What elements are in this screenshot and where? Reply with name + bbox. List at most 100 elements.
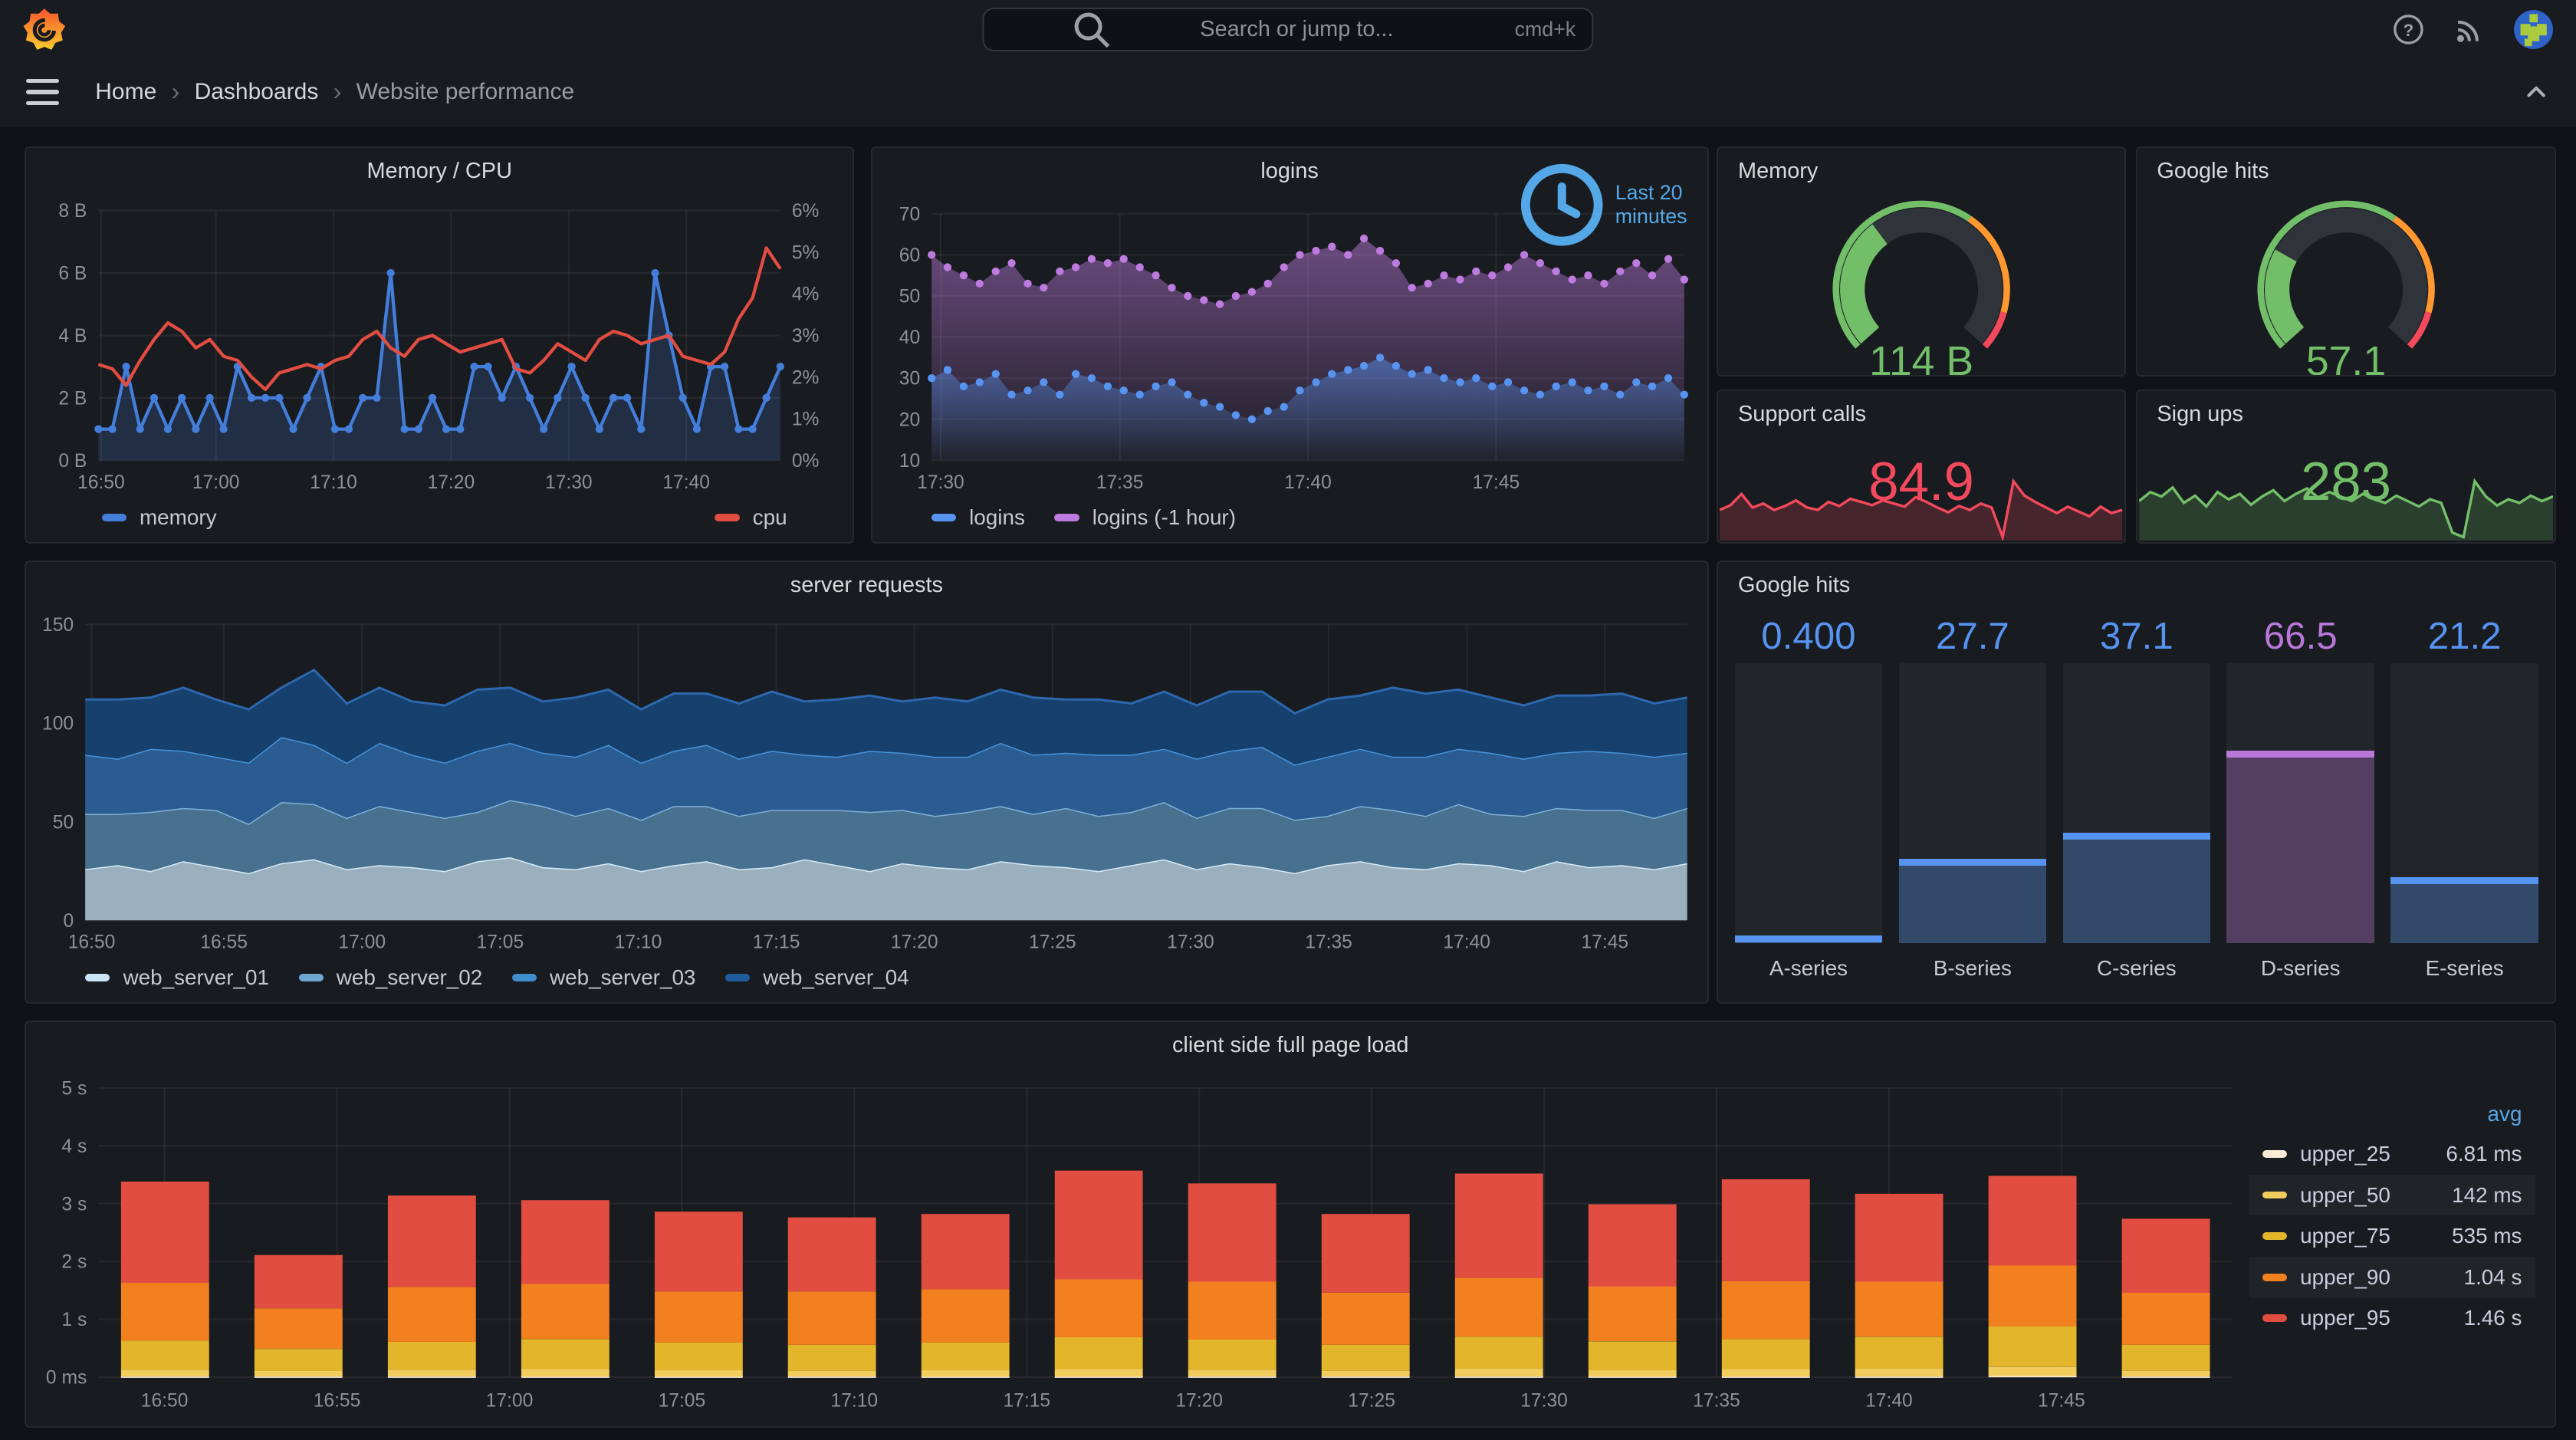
svg-text:16:50: 16:50 [141, 1390, 189, 1411]
user-avatar[interactable] [2513, 9, 2553, 50]
svg-text:0: 0 [64, 910, 74, 931]
svg-text:17:40: 17:40 [1865, 1390, 1913, 1411]
svg-text:16:55: 16:55 [314, 1390, 361, 1411]
panel-sign-ups: Sign ups 283 [2135, 389, 2557, 544]
legend-item[interactable]: web_server_02 [298, 965, 482, 990]
legend-swatch [2262, 1150, 2288, 1158]
panel-support-calls: Support calls 84.9 [1717, 389, 2126, 544]
panel-title[interactable]: Memory [1737, 158, 1819, 183]
memory-cpu-chart[interactable]: 0 B 2 B 4 B 6 B 8 B 0% 1% 2% 3% 4% 5% 6% 16:50 17:00 1… [26, 194, 853, 500]
svg-text:17:10: 17:10 [615, 932, 662, 952]
bar-gauge-value: 21.2 [2427, 615, 2502, 658]
svg-text:17:15: 17:15 [1004, 1390, 1051, 1411]
legend-item[interactable]: web_server_01 [85, 965, 269, 990]
help-icon[interactable]: ? [2392, 13, 2425, 46]
legend-row-upper_25[interactable]: upper_25 6.81 ms [2249, 1133, 2535, 1175]
svg-text:5%: 5% [792, 242, 820, 263]
legend-item[interactable]: cpu [715, 505, 787, 530]
legend-item[interactable]: web_server_03 [511, 965, 695, 990]
stat-value: 283 [2301, 450, 2391, 511]
legend-item[interactable]: logins (-1 hour) [1054, 505, 1236, 530]
svg-text:50: 50 [53, 812, 74, 833]
svg-text:17:30: 17:30 [917, 472, 964, 492]
panel-title[interactable]: Support calls [1737, 401, 1867, 426]
collapse-chevron-up-icon[interactable] [2523, 79, 2549, 105]
legend-swatch [715, 514, 740, 521]
google-hits-gauge: 57.1 [2137, 194, 2555, 375]
svg-text:4%: 4% [792, 284, 820, 304]
legend-item[interactable]: web_server_04 [724, 965, 909, 990]
legend-label: upper_90 [2300, 1264, 2390, 1289]
svg-text:4 B: 4 B [58, 326, 87, 347]
svg-text:17:20: 17:20 [428, 472, 475, 492]
shortcut-label: cmd+k [1514, 18, 1576, 41]
panel-title[interactable]: client side full page load [1171, 1032, 1409, 1057]
svg-text:17:35: 17:35 [1693, 1390, 1740, 1411]
menu-icon[interactable] [26, 78, 60, 106]
grafana-logo-icon[interactable] [23, 8, 66, 51]
page-load-chart[interactable]: 0 ms 1 s 2 s 3 s 4 s 5 s 16:50 16:55 17:00 17:05 1… [26, 1068, 2555, 1420]
svg-text:3%: 3% [792, 326, 820, 347]
panel-title[interactable]: Sign ups [2157, 401, 2243, 426]
legend-item[interactable]: logins [931, 505, 1025, 530]
logins-chart[interactable]: 10 20 30 40 50 60 70 17:30 17:35 17:40 17:45 [872, 194, 1707, 500]
panel-page-load: client side full page load 0 ms 1 s 2 s 3 s… [25, 1020, 2557, 1428]
legend-label: upper_75 [2300, 1224, 2390, 1248]
legend-row-upper_50[interactable]: upper_50 142 ms [2249, 1174, 2535, 1216]
panel-title[interactable]: logins [1260, 158, 1319, 183]
svg-text:30: 30 [899, 368, 919, 389]
time-range-label: Last 20 minutes [1615, 180, 1687, 228]
legend-label: logins [969, 505, 1025, 529]
legend-swatch [298, 974, 324, 981]
stat-value: 84.9 [1868, 450, 1974, 511]
svg-text:3 s: 3 s [62, 1194, 87, 1215]
svg-text:17:00: 17:00 [192, 472, 240, 492]
legend-label: web_server_01 [123, 965, 269, 989]
rss-icon[interactable] [2453, 13, 2486, 46]
legend-label: cpu [752, 505, 787, 529]
bar-gauge-cap [2062, 833, 2211, 840]
svg-text:17:30: 17:30 [1167, 932, 1214, 952]
logins-legend: logins logins (-1 hour) [931, 501, 1684, 534]
legend-item[interactable]: memory [101, 505, 217, 530]
svg-text:20: 20 [899, 409, 919, 430]
bar-gauge-label: E-series [2425, 956, 2504, 981]
panel-google-hits-gauge: Google hits 57.1 [2135, 146, 2557, 376]
top-bar: cmd+k ? [0, 0, 2576, 60]
legend-label: web_server_04 [763, 965, 909, 989]
svg-text:17:30: 17:30 [1520, 1390, 1568, 1411]
panel-title[interactable]: server requests [790, 572, 943, 597]
legend-swatch [2262, 1273, 2288, 1281]
legend-row-upper_95[interactable]: upper_95 1.46 s [2249, 1298, 2535, 1340]
legend-avg-header: avg [2487, 1101, 2522, 1126]
bar-gauge-cap [1734, 935, 1883, 942]
legend-row-upper_75[interactable]: upper_75 535 ms [2249, 1215, 2535, 1257]
breadcrumb-home[interactable]: Home [95, 78, 157, 104]
legend-swatch [2262, 1232, 2288, 1240]
svg-text:0%: 0% [792, 450, 820, 471]
server-requests-chart[interactable]: 0 50 100 150 16:50 16:55 17:00 17:05 17:10 17:15 1… [26, 608, 1707, 960]
breadcrumb-dashboards[interactable]: Dashboards [194, 78, 319, 104]
breadcrumb-separator: › [333, 77, 342, 106]
search-input[interactable]: cmd+k [982, 7, 1594, 52]
panel-title[interactable]: Google hits [1737, 572, 1851, 597]
svg-text:6 B: 6 B [58, 263, 87, 284]
svg-text:0 ms: 0 ms [46, 1367, 87, 1388]
breadcrumb-current: Website performance [356, 78, 575, 104]
bar-gauge-value: 0.400 [1761, 615, 1856, 658]
gauge-value: 57.1 [2305, 339, 2387, 376]
search-field[interactable] [1197, 15, 1492, 44]
bar-gauge-d-series: 66.5 D-series [2226, 614, 2374, 989]
svg-text:17:45: 17:45 [2038, 1390, 2085, 1411]
bar-gauge-fill [2226, 750, 2374, 943]
page-load-legend: avg upper_25 6.81 ms upper_50 142 ms upper_75… [2249, 1094, 2535, 1339]
breadcrumb-separator: › [171, 77, 180, 106]
panel-title[interactable]: Memory / CPU [366, 158, 512, 183]
bar-gauge-cap [2390, 877, 2538, 884]
legend-label: upper_50 [2300, 1182, 2390, 1207]
panel-title[interactable]: Google hits [2157, 158, 2269, 183]
bar-gauge-track [1898, 663, 2047, 943]
legend-swatch [85, 974, 110, 981]
svg-text:1%: 1% [792, 409, 820, 429]
legend-row-upper_90[interactable]: upper_90 1.04 s [2249, 1256, 2535, 1298]
